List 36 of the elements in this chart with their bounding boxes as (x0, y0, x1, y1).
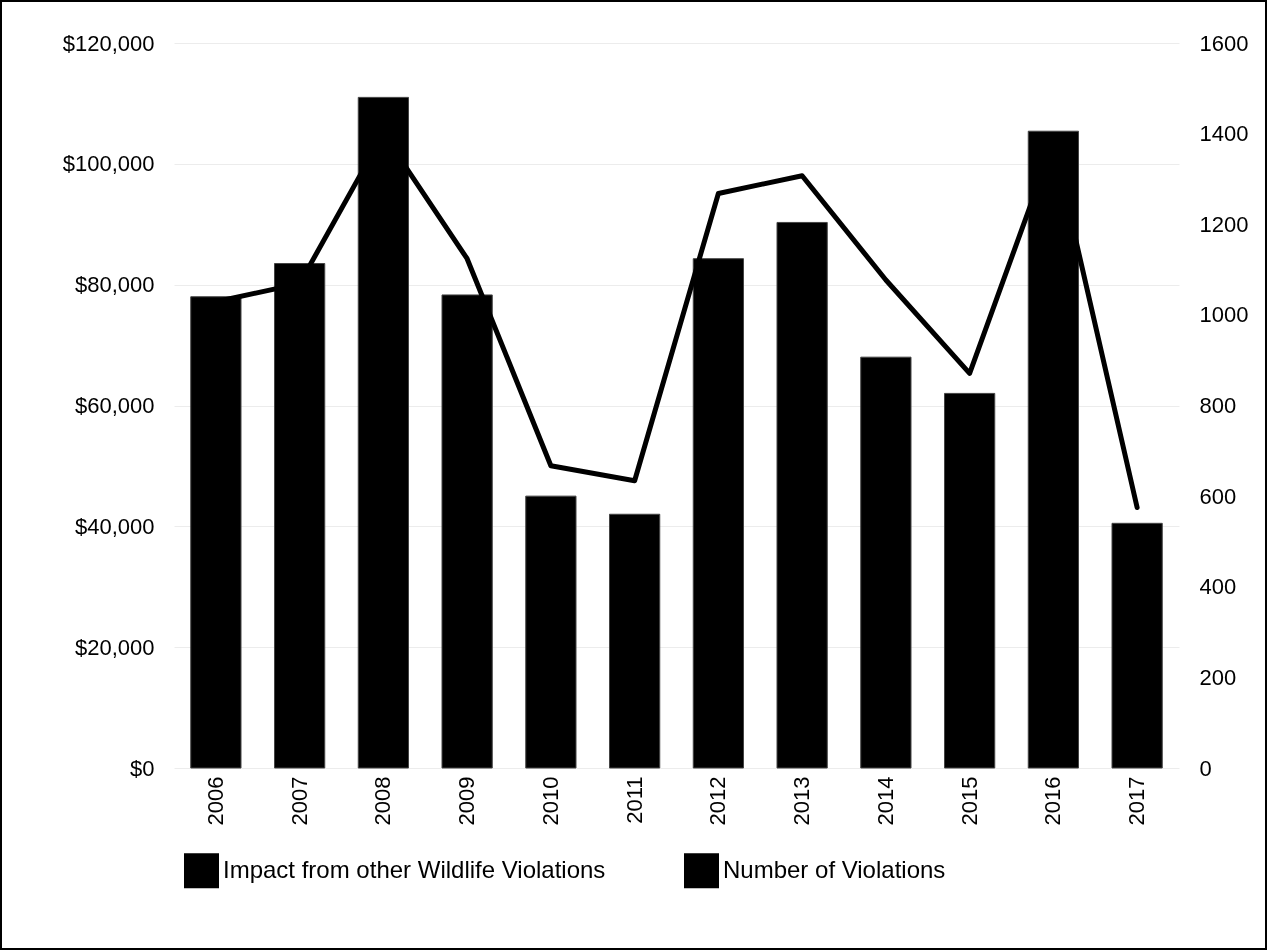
y2-tick-label: 1000 (1199, 302, 1249, 328)
x-tick-label: 2015 (956, 776, 982, 826)
x-tick-label: 2006 (202, 776, 228, 826)
y-tick-label: $0 (130, 755, 155, 781)
x-tick-label: 2012 (705, 776, 731, 826)
x-tick-label: 2014 (872, 776, 898, 826)
x-tick-label: 2010 (537, 776, 563, 826)
y2-tick-label: 1200 (1199, 211, 1249, 237)
x-tick-label: 2013 (789, 776, 815, 826)
y-tick-label: $100,000 (62, 151, 155, 177)
bar (525, 495, 577, 769)
x-tick-label: 2009 (454, 776, 480, 826)
y-tick-label: $120,000 (62, 30, 155, 56)
y2-tick-label: 200 (1199, 664, 1237, 690)
x-tick-label: 2017 (1124, 776, 1150, 826)
bar (944, 392, 996, 769)
y2-tick-label: 1600 (1199, 30, 1249, 56)
x-tick-label: 2008 (370, 776, 396, 826)
bar (860, 356, 912, 769)
x-tick-label: 2016 (1040, 776, 1066, 826)
y-tick-label: $80,000 (74, 272, 155, 298)
y-tick-label: $40,000 (74, 513, 155, 539)
y2-tick-label: 400 (1199, 574, 1237, 600)
y-tick-label: $60,000 (74, 393, 155, 418)
y2-tick-label: 800 (1199, 393, 1237, 418)
bar (1111, 522, 1163, 769)
legend-label: Impact from other Wildlife Violations (223, 855, 606, 883)
bar (776, 221, 828, 769)
y2-tick-label: 600 (1199, 483, 1237, 509)
y2-tick-label: 1400 (1199, 121, 1249, 147)
y-tick-label: $20,000 (74, 634, 155, 660)
x-tick-label: 2007 (286, 776, 312, 826)
x-tick-label: 2011 (621, 776, 647, 824)
bar (609, 513, 661, 769)
legend-label: Number of Violations (723, 855, 946, 883)
y2-tick-label: 0 (1199, 755, 1212, 781)
